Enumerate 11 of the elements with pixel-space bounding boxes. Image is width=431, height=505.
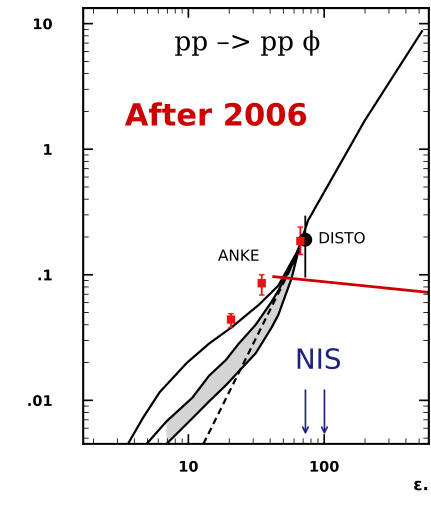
y-tick-label: 1 [44, 144, 52, 155]
y-tick-label: .1 [38, 270, 52, 280]
x-axis-title: ε. [414, 480, 428, 490]
x-tick-label: 100 [310, 460, 339, 472]
annotation: ANKE [218, 250, 259, 261]
annotation: DISTO [320, 232, 365, 244]
annotation: After 2006 [124, 102, 306, 126]
annotation: NIS [298, 348, 340, 370]
y-tick-label: 10 [34, 18, 52, 30]
y-tick-label: .01 [28, 395, 52, 406]
annotation: pp –> pp ϕ [175, 30, 320, 56]
